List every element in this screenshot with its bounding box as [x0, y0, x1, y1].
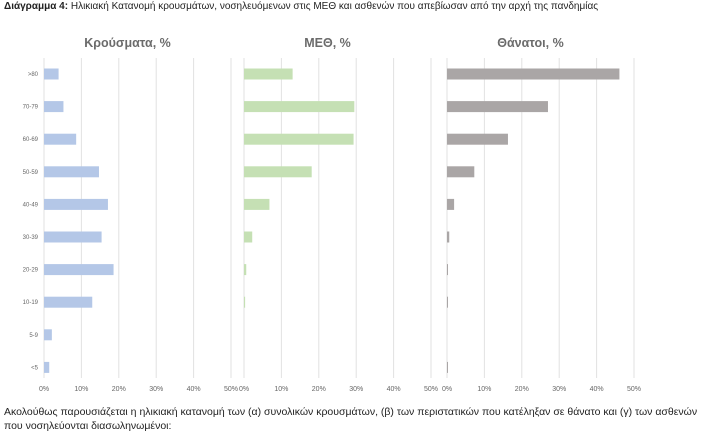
bar: [44, 68, 59, 80]
x-tick-label: 40%: [387, 386, 401, 393]
category-label: <5: [31, 365, 39, 371]
bar: [44, 329, 52, 341]
x-tick-label: 10%: [74, 386, 88, 393]
bar: [244, 166, 312, 178]
caption-text: Ηλικιακή Κατανομή κρουσμάτων, νοσηλευόμε…: [70, 1, 599, 12]
bar: [44, 133, 77, 145]
bar: [44, 361, 50, 373]
bar: [447, 361, 448, 373]
category-label: 20-29: [23, 268, 39, 274]
bar: [244, 101, 355, 113]
caption-label: Διάγραμμα 4:: [4, 1, 69, 12]
bar: [44, 166, 99, 178]
bar: [44, 231, 102, 243]
x-tick-label: 40%: [187, 386, 201, 393]
panel-title: Θάνατοι, %: [497, 36, 563, 50]
body-paragraph: Ακολούθως παρουσιάζεται η ηλικιακή καταν…: [4, 406, 698, 432]
x-tick-label: 20%: [312, 386, 326, 393]
x-tick-label: 50%: [627, 386, 641, 393]
category-label: 70-79: [23, 105, 39, 111]
bar: [447, 166, 475, 178]
x-tick-label: 0%: [239, 386, 249, 393]
category-label: 30-39: [23, 235, 39, 241]
category-label: 5-9: [29, 333, 38, 339]
bar: [447, 231, 450, 243]
bar: [44, 296, 93, 308]
bar: [447, 101, 548, 113]
bar: [244, 198, 270, 210]
panel-title: ΜΕΘ, %: [304, 36, 351, 50]
category-label: 40-49: [23, 202, 39, 208]
bar: [244, 296, 246, 308]
bar: [244, 264, 247, 276]
category-label: 50-59: [23, 170, 39, 176]
x-tick-label: 20%: [112, 386, 126, 393]
x-tick-label: 10%: [477, 386, 491, 393]
bar: [244, 133, 354, 145]
x-tick-label: 30%: [552, 386, 566, 393]
bar: [447, 68, 620, 80]
panel-title: Κρούσματα, %: [84, 36, 171, 50]
x-tick-label: 50%: [224, 386, 238, 393]
category-label: >80: [28, 72, 39, 78]
x-tick-label: 0%: [39, 386, 49, 393]
x-tick-label: 40%: [590, 386, 604, 393]
bar: [44, 264, 114, 276]
bar: [447, 296, 448, 308]
x-tick-label: 30%: [149, 386, 163, 393]
bar: [447, 198, 455, 210]
bar: [244, 231, 253, 243]
category-label: 60-69: [23, 137, 39, 143]
figure-caption: Διάγραμμα 4: Ηλικιακή Κατανομή κρουσμάτω…: [4, 1, 598, 12]
bar: [44, 101, 64, 113]
bar: [447, 264, 448, 276]
x-tick-label: 10%: [274, 386, 288, 393]
category-label: 10-19: [23, 300, 39, 306]
x-tick-label: 20%: [515, 386, 529, 393]
age-distribution-chart: Κρούσματα, % 0% 10% 20% 30% 40% 50% ΜΕΘ, % 0% 10%…: [23, 36, 641, 393]
bar: [44, 198, 108, 210]
bar: [447, 133, 508, 145]
bar: [244, 68, 293, 80]
x-tick-label: 30%: [349, 386, 363, 393]
x-tick-label: 0%: [442, 386, 452, 393]
x-tick-label: 50%: [424, 386, 438, 393]
